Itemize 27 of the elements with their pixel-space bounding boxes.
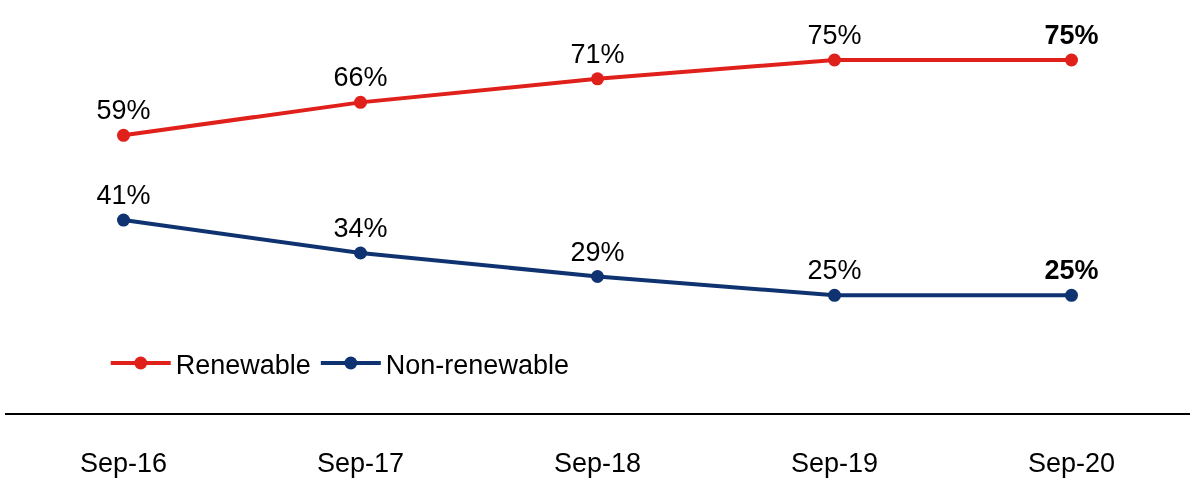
point [591,270,604,283]
point [1065,288,1078,302]
point [591,72,604,86]
data-label: 34% [333,213,388,244]
data-label: 25% [1044,255,1099,286]
data-label: 41% [96,180,151,211]
point [354,246,367,260]
legend-label: Renewable [175,349,311,380]
x-tick-label: Sep-19 [790,448,879,479]
point [354,95,367,109]
x-tick-label: Sep-17 [316,448,405,479]
point [117,128,130,142]
data-label: 66% [333,62,388,93]
data-label: 29% [570,236,625,267]
point [828,53,841,67]
legend-label: Non-renewable [385,349,569,380]
data-label: 25% [807,255,862,286]
data-label: 71% [570,38,625,69]
data-label: 59% [96,95,151,126]
data-label: 75% [807,20,862,51]
x-tick-label: Sep-18 [553,448,642,479]
point [117,213,130,227]
data-label: 75% [1044,20,1099,51]
x-tick-label: Sep-20 [1027,448,1116,479]
point [828,288,841,302]
x-tick-label: Sep-16 [79,448,168,479]
point [1065,53,1078,67]
